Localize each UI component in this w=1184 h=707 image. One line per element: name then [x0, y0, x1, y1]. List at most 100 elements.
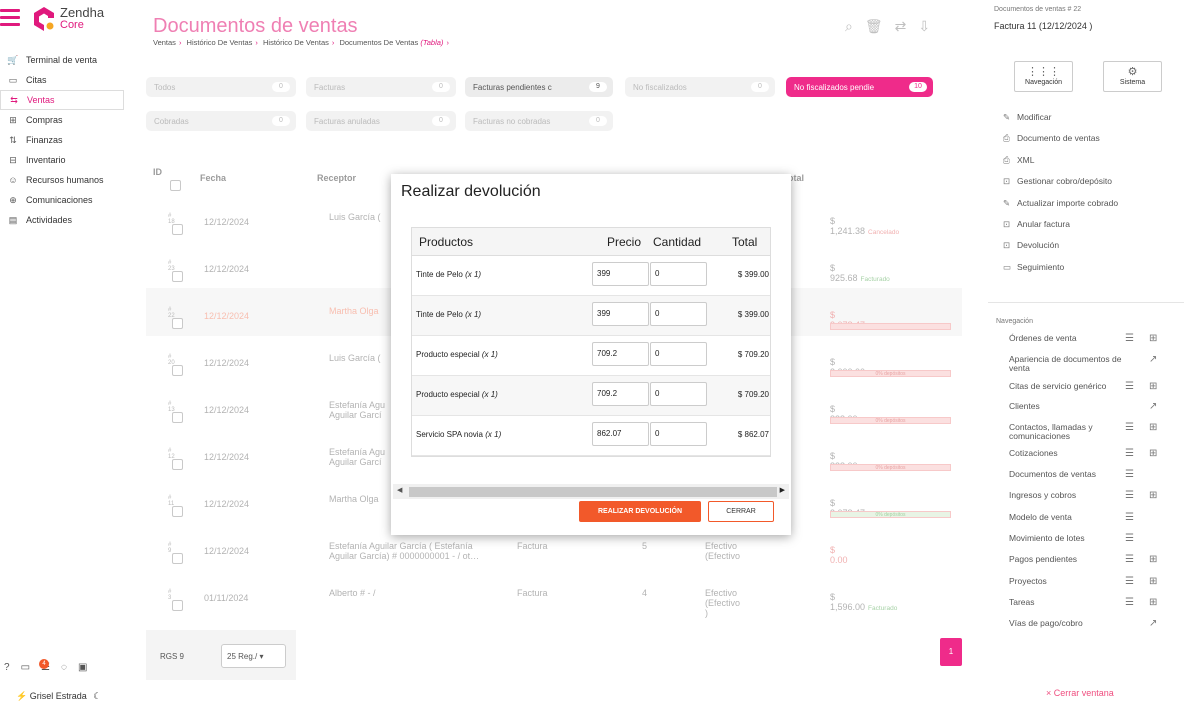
- sync-icon[interactable]: ⇄: [894, 18, 907, 34]
- filter-chip[interactable]: Cobradas 0: [146, 111, 296, 131]
- nav-link[interactable]: Clientes: [1009, 401, 1040, 411]
- list-icon[interactable]: ☰: [1125, 533, 1134, 544]
- nav-link[interactable]: Movimiento de lotes: [1009, 533, 1085, 543]
- row-checkbox[interactable]: [172, 224, 183, 235]
- quantity-input[interactable]: 0: [650, 262, 707, 286]
- horizontal-scrollbar[interactable]: ◀ ▶: [393, 484, 789, 499]
- price-input[interactable]: 399: [592, 262, 649, 286]
- navigation-button[interactable]: ⋮⋮⋮ Navegación: [1014, 61, 1073, 92]
- sidebar-item-terminal-de-venta[interactable]: 🛒 Terminal de venta: [0, 50, 124, 70]
- row-checkbox[interactable]: [172, 553, 183, 564]
- row-checkbox[interactable]: [172, 412, 183, 423]
- nav-link[interactable]: Pagos pendientes: [1009, 554, 1078, 564]
- arrow-right-icon[interactable]: ▶: [779, 487, 785, 494]
- price-input[interactable]: 862.07: [592, 422, 649, 446]
- add-icon[interactable]: ⊞: [1149, 422, 1158, 433]
- action-xml[interactable]: ⎙ XML: [1003, 155, 1034, 166]
- list-icon[interactable]: ☰: [1125, 422, 1134, 433]
- external-link-icon[interactable]: ↗: [1149, 401, 1158, 412]
- close-modal-button[interactable]: CERRAR: [708, 501, 774, 522]
- filter-chip[interactable]: Facturas anuladas 0: [306, 111, 456, 131]
- filter-chip[interactable]: Facturas no cobradas 0: [465, 111, 613, 131]
- arrow-left-icon[interactable]: ◀: [397, 487, 403, 494]
- nav-link[interactable]: Cotizaciones: [1009, 448, 1058, 458]
- list-icon[interactable]: ☰: [1125, 490, 1134, 501]
- row-checkbox[interactable]: [172, 365, 183, 376]
- add-icon[interactable]: ⊞: [1149, 448, 1158, 459]
- action-actualizar-importe-cobrado[interactable]: ✎ Actualizar importe cobrado: [1003, 198, 1118, 209]
- nav-link[interactable]: Citas de servicio genérico: [1009, 381, 1107, 391]
- chat-icon[interactable]: ◌: [60, 662, 67, 673]
- select-all-checkbox[interactable]: [170, 180, 181, 191]
- nav-link[interactable]: Documentos de ventas: [1009, 469, 1096, 479]
- list-icon[interactable]: ☰: [1125, 597, 1134, 608]
- list-icon[interactable]: ☰: [1125, 554, 1134, 565]
- submit-return-button[interactable]: REALIZAR DEVOLUCIÓN: [579, 501, 701, 522]
- list-icon[interactable]: ☰: [1125, 333, 1134, 344]
- sidebar-item-compras[interactable]: ⊞ Compras: [0, 110, 124, 130]
- menu-icon[interactable]: [0, 9, 20, 27]
- add-icon[interactable]: ⊞: [1149, 597, 1158, 608]
- calendar-icon[interactable]: ▭: [20, 662, 31, 673]
- price-input[interactable]: 709.2: [592, 342, 649, 366]
- quantity-input[interactable]: 0: [650, 422, 707, 446]
- nav-link[interactable]: Apariencia de documentos de venta: [1009, 354, 1122, 373]
- sidebar-item-ventas[interactable]: ⇆ Ventas: [0, 90, 124, 110]
- action-documento-de-ventas[interactable]: ⎙ Documento de ventas: [1003, 133, 1100, 144]
- filter-chip[interactable]: No fiscalizados pendie 10: [786, 77, 933, 97]
- quantity-input[interactable]: 0: [650, 382, 707, 406]
- sidebar-item-recursos-humanos[interactable]: ☺ Recursos humanos: [0, 170, 124, 190]
- nav-link[interactable]: Ingresos y cobros: [1009, 490, 1077, 500]
- quantity-input[interactable]: 0: [650, 302, 707, 326]
- sidebar-item-citas[interactable]: ▭ Citas: [0, 70, 124, 90]
- filter-chip[interactable]: No fiscalizados 0: [625, 77, 775, 97]
- scrollbar-thumb[interactable]: [409, 487, 777, 497]
- crumb-item[interactable]: Histórico De Ventas: [263, 38, 329, 47]
- search-icon[interactable]: ⌕: [845, 18, 853, 34]
- sidebar-item-comunicaciones[interactable]: ⊕ Comunicaciones: [0, 190, 124, 210]
- filter-chip[interactable]: Facturas 0: [306, 77, 456, 97]
- crumb-item[interactable]: Histórico De Ventas: [186, 38, 253, 47]
- filter-chip[interactable]: Facturas pendientes c 9: [465, 77, 613, 97]
- folder-icon[interactable]: ▣: [77, 662, 88, 673]
- close-window-button[interactable]: × Cerrar ventana: [1046, 688, 1114, 698]
- list-icon[interactable]: ☰: [1125, 381, 1134, 392]
- price-input[interactable]: 709.2: [592, 382, 649, 406]
- per-page-select[interactable]: 25 Reg./ ▾: [221, 644, 286, 668]
- add-icon[interactable]: ⊞: [1149, 490, 1158, 501]
- crumb-item[interactable]: Ventas: [153, 38, 176, 47]
- action-modificar[interactable]: ✎ Modificar: [1003, 112, 1051, 123]
- row-checkbox[interactable]: [172, 600, 183, 611]
- page-button[interactable]: 1: [940, 638, 962, 666]
- download-icon[interactable]: ⇩: [918, 18, 931, 34]
- list-icon[interactable]: ☰: [1125, 448, 1134, 459]
- nav-link[interactable]: Modelo de venta: [1009, 512, 1072, 522]
- sidebar-item-finanzas[interactable]: ⇅ Finanzas: [0, 130, 124, 150]
- external-link-icon[interactable]: ↗: [1149, 618, 1158, 629]
- action-anular-factura[interactable]: ⊡ Anular factura: [1003, 219, 1070, 230]
- list-icon[interactable]: ☰: [1125, 469, 1134, 480]
- action-seguimiento[interactable]: ▭ Seguimiento: [1003, 262, 1064, 273]
- nav-link[interactable]: Órdenes de venta: [1009, 333, 1077, 343]
- external-link-icon[interactable]: ↗: [1149, 354, 1158, 365]
- trash-icon[interactable]: 🗑: [864, 18, 883, 34]
- add-icon[interactable]: ⊞: [1149, 333, 1158, 344]
- filter-chip[interactable]: Todos 0: [146, 77, 296, 97]
- crumb-item[interactable]: Documentos De Ventas: [339, 38, 419, 47]
- row-checkbox[interactable]: [172, 506, 183, 517]
- add-icon[interactable]: ⊞: [1149, 576, 1158, 587]
- row-checkbox[interactable]: [172, 271, 183, 282]
- row-checkbox[interactable]: [172, 459, 183, 470]
- price-input[interactable]: 399: [592, 302, 649, 326]
- system-button[interactable]: ⚙ Sistema: [1103, 61, 1162, 92]
- add-icon[interactable]: ⊞: [1149, 554, 1158, 565]
- action-gestionar-cobro-dep-sito[interactable]: ⊡ Gestionar cobro/depósito: [1003, 176, 1112, 187]
- sidebar-item-inventario[interactable]: ⊟ Inventario: [0, 150, 124, 170]
- user-info[interactable]: ⚡ Grisel Estrada ☾: [16, 691, 101, 702]
- nav-link[interactable]: Vías de pago/cobro: [1009, 618, 1083, 628]
- list-icon[interactable]: ☰: [1125, 576, 1134, 587]
- add-icon[interactable]: ⊞: [1149, 381, 1158, 392]
- quantity-input[interactable]: 0: [650, 342, 707, 366]
- nav-link[interactable]: Contactos, llamadas y comunicaciones: [1009, 422, 1093, 441]
- list-icon[interactable]: ☰: [1125, 512, 1134, 523]
